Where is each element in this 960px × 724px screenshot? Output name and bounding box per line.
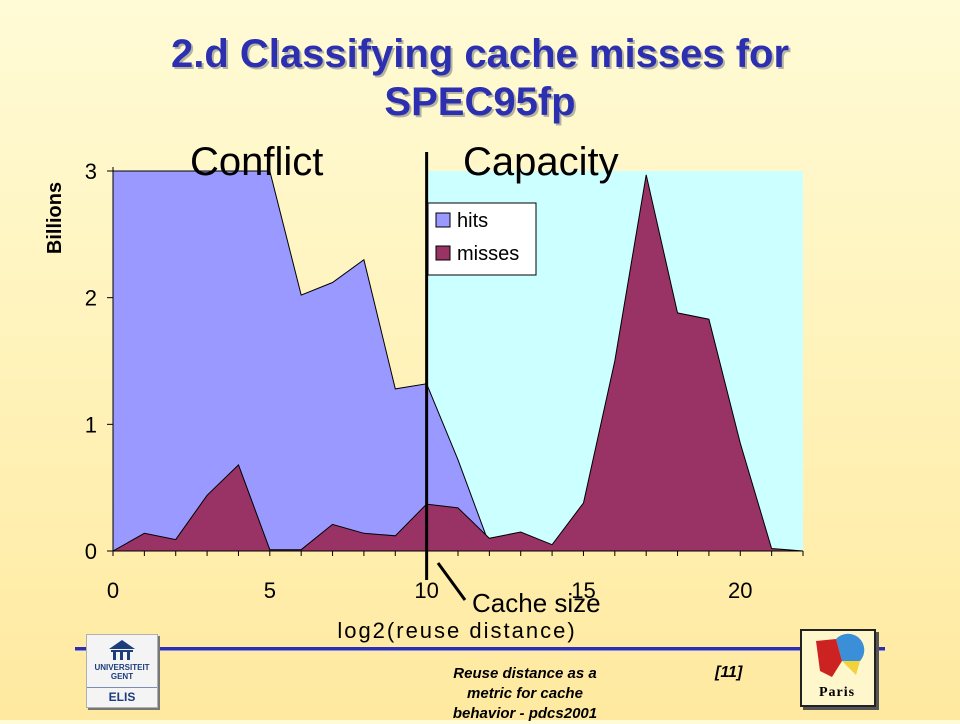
legend-swatch-hits: [436, 213, 450, 227]
x-axis-label: log2(reuse distance): [337, 618, 576, 643]
footer-line3: behavior - pdcs2001: [420, 704, 630, 724]
x-tick-label: 5: [264, 578, 276, 603]
y-tick-label: 1: [85, 412, 97, 437]
logo-university-text: UNIVERSITEIT: [87, 663, 157, 672]
building-icon: [87, 637, 157, 663]
x-tick-label: 20: [728, 578, 752, 603]
paris-emblem-icon: [802, 631, 874, 681]
paris-logo-text: Paris: [804, 685, 870, 701]
x-tick-label: 10: [414, 578, 438, 603]
logo-gent-text: GENT: [87, 672, 157, 681]
page-number: [11]: [715, 664, 742, 682]
y-tick-label: 2: [85, 286, 97, 311]
footer-divider: [75, 647, 885, 651]
y-tick-label: 0: [85, 539, 97, 564]
legend-label-misses: misses: [457, 243, 519, 265]
capacity-label: Capacity: [463, 140, 619, 184]
y-tick-label: 3: [85, 159, 97, 184]
footer-line2: metric for cache: [420, 684, 630, 704]
logo-elis-text: ELIS: [87, 687, 157, 704]
footer-line1: Reuse distance as a: [420, 664, 630, 684]
cache-size-pointer: [438, 563, 465, 600]
paris-logo: Paris: [800, 629, 876, 707]
legend-label-hits: hits: [457, 210, 488, 232]
cache-size-label: Cache size: [472, 588, 601, 618]
x-tick-label: 0: [107, 578, 119, 603]
conflict-label: Conflict: [190, 140, 323, 184]
ugent-elis-logo: UNIVERSITEIT GENT ELIS: [86, 634, 158, 708]
y-axis-label: Billions: [44, 182, 66, 254]
footer-caption: Reuse distance as a metric for cache beh…: [420, 664, 630, 724]
legend-swatch-misses: [436, 246, 450, 260]
